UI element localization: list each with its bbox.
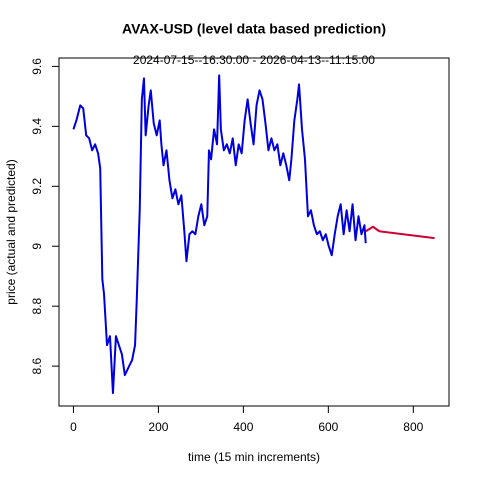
chart-title: AVAX-USD (level data based prediction) — [122, 21, 386, 37]
x-tick-label: 800 — [403, 420, 423, 434]
y-tick-label: 9.2 — [30, 178, 44, 195]
x-tick-label: 400 — [233, 420, 253, 434]
x-tick-label: 200 — [148, 420, 168, 434]
x-tick-label: 0 — [70, 420, 77, 434]
y-tick-label: 8.8 — [30, 298, 44, 315]
x-axis-label: time (15 min increments) — [188, 450, 320, 464]
y-tick-label: 9 — [30, 243, 44, 250]
chart-subtitle: 2024-07-15--16:30:00 - 2026-04-13--11:15… — [133, 53, 375, 67]
series-line — [72, 74, 367, 395]
y-tick-label: 8.6 — [30, 357, 44, 374]
y-tick-label: 9.6 — [30, 58, 44, 75]
series-line — [365, 225, 435, 240]
y-axis-label: price (actual and predicted) — [4, 159, 18, 304]
y-tick-label: 9.4 — [30, 118, 44, 135]
x-tick-label: 600 — [318, 420, 338, 434]
plot-frame — [58, 57, 450, 407]
